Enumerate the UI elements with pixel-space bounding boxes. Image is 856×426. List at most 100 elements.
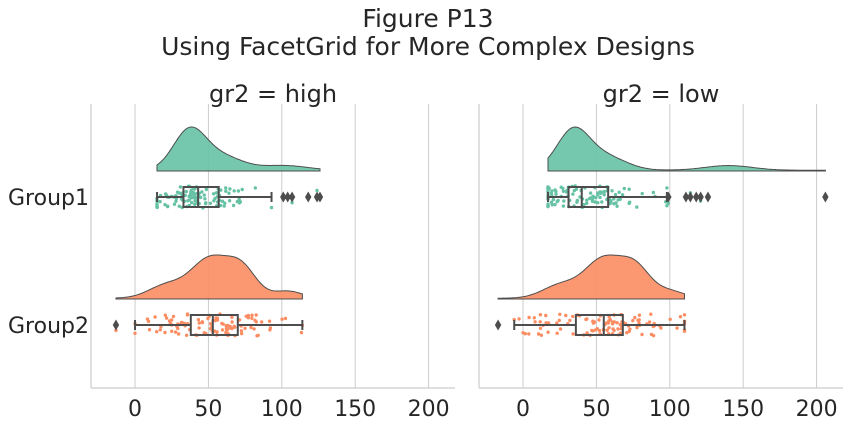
rain-point	[186, 199, 190, 203]
rain-point	[283, 316, 288, 321]
rain-point	[163, 330, 167, 335]
rain-point	[553, 202, 557, 207]
rain-point	[610, 321, 615, 326]
rain-point	[174, 199, 178, 203]
rain-point	[184, 189, 188, 194]
rain-point	[627, 187, 631, 191]
rain-point	[620, 193, 625, 197]
rain-point	[628, 327, 632, 331]
outlier-marker	[280, 191, 287, 203]
rain-point	[523, 332, 527, 336]
rain-point	[315, 188, 319, 193]
rain-point	[558, 327, 563, 331]
box-iqr	[189, 314, 239, 336]
rain-point	[651, 333, 656, 338]
box-iqr	[574, 314, 624, 336]
rain-point	[599, 191, 603, 195]
rain-point	[585, 331, 589, 335]
rain-point	[546, 330, 550, 334]
box-iqr	[567, 186, 610, 208]
rain-point	[589, 196, 593, 200]
rain-point	[196, 318, 201, 322]
rain-point	[227, 199, 232, 203]
rain-point	[225, 327, 229, 331]
rain-point	[617, 190, 621, 194]
rain-point	[616, 327, 620, 331]
rain-point	[591, 319, 595, 323]
figure-title-line2: Using FacetGrid for More Complex Designs	[161, 32, 695, 61]
rain-point	[533, 320, 537, 324]
density-cloud	[547, 126, 826, 172]
rain-point	[544, 313, 548, 318]
rain-point	[193, 199, 197, 203]
rain-point	[538, 326, 543, 330]
rain-point	[256, 333, 260, 337]
category-label: Group1	[8, 186, 89, 211]
rain-point	[233, 325, 237, 329]
outlier-marker	[665, 191, 672, 203]
rain-point	[554, 189, 558, 194]
rain-point	[224, 186, 228, 190]
rain-point	[539, 333, 544, 337]
rain-point	[254, 313, 258, 317]
rain-point	[538, 320, 542, 324]
rain-point	[155, 205, 159, 210]
facet-panel-2: gr2 = low 0 50 100 150 200	[478, 80, 843, 422]
rain-point	[640, 191, 644, 196]
x-tick-label: 100	[261, 397, 303, 422]
rain-point	[147, 328, 152, 332]
rain-point	[622, 186, 626, 191]
rain-point	[133, 331, 137, 335]
rain-point	[163, 192, 168, 196]
rain-point	[268, 326, 273, 330]
rain-point	[220, 199, 225, 203]
rain-point	[584, 317, 588, 322]
rain-point	[590, 199, 595, 203]
rain-point	[177, 191, 181, 195]
rain-point	[557, 318, 561, 323]
rain-point	[550, 203, 554, 207]
rain-point	[585, 198, 589, 202]
outlier-marker	[697, 191, 704, 203]
rain-point	[218, 203, 223, 208]
rain-point	[631, 318, 635, 323]
rain-point	[675, 326, 679, 330]
rain-point	[554, 192, 558, 196]
rain-point	[224, 324, 228, 328]
rain-point	[177, 204, 181, 208]
x-tick-label: 100	[649, 397, 691, 422]
rain-point	[568, 318, 572, 323]
density-cloud	[497, 254, 685, 300]
rain-point	[153, 315, 157, 319]
rain-point	[191, 190, 195, 194]
rain-point	[546, 186, 550, 190]
rain-point	[596, 193, 600, 197]
rain-point	[220, 328, 225, 332]
rain-point	[527, 332, 531, 336]
panel-title: gr2 = low	[603, 80, 720, 108]
rain-point	[635, 205, 639, 209]
rain-point	[588, 191, 593, 195]
rain-point	[678, 315, 683, 319]
rain-point	[173, 330, 178, 334]
rain-point	[607, 319, 611, 323]
rain-point	[170, 329, 174, 333]
rain-point	[260, 320, 264, 324]
rain-point	[561, 204, 566, 208]
rain-point	[593, 200, 597, 204]
rain-point	[571, 314, 575, 319]
rain-point	[582, 203, 586, 207]
outlier-marker	[112, 319, 120, 331]
rain-point	[602, 189, 607, 194]
x-tick-label: 200	[408, 397, 450, 422]
rain-point	[666, 201, 670, 205]
outlier-marker	[704, 191, 712, 203]
rain-point	[635, 325, 639, 330]
rain-point	[564, 313, 568, 318]
rain-point	[555, 331, 559, 335]
rain-point	[172, 202, 177, 206]
rain-point	[527, 315, 531, 320]
panel-title: gr2 = high	[209, 80, 337, 108]
rain-point	[665, 186, 669, 190]
